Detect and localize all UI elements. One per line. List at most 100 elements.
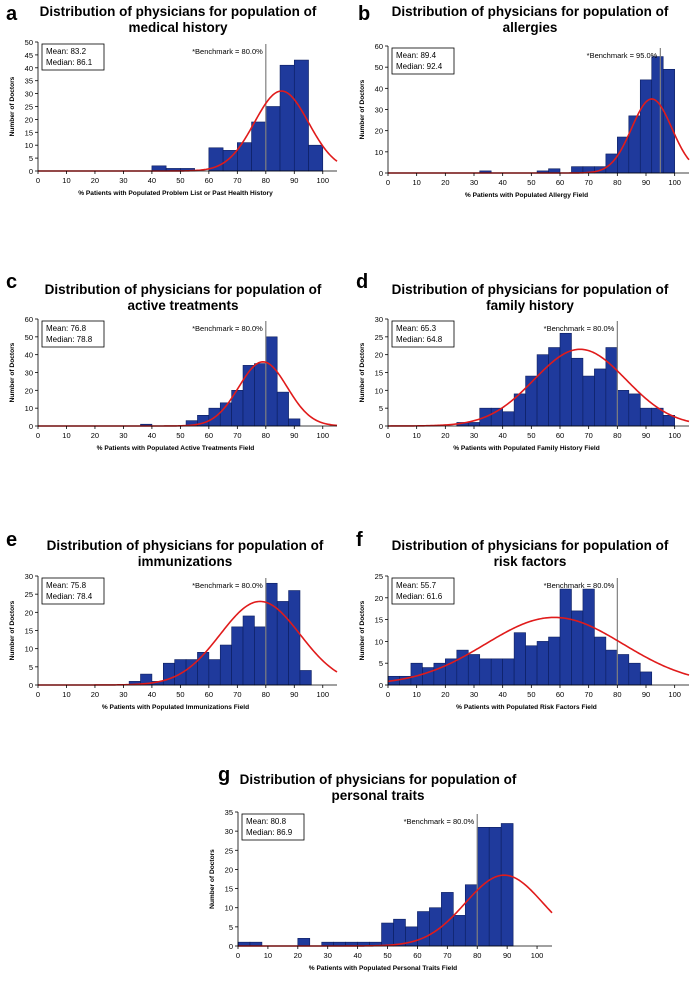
- x-tick-label: 50: [527, 431, 535, 440]
- x-tick-label: 60: [205, 431, 213, 440]
- stat-median: Median: 78.4: [46, 592, 93, 601]
- bar: [265, 582, 278, 686]
- bar: [476, 827, 490, 947]
- bar: [417, 911, 430, 947]
- x-tick-label: 20: [91, 431, 99, 440]
- chart-title-d: Distribution of physicians for populatio…: [360, 282, 697, 314]
- chart-title-line: Distribution of physicians for populatio…: [46, 538, 324, 553]
- bar: [297, 938, 311, 947]
- x-tick-label: 70: [584, 431, 592, 440]
- stat-mean: Mean: 76.8: [46, 324, 87, 333]
- x-tick-label: 100: [317, 176, 330, 185]
- x-tick-label: 20: [441, 690, 449, 699]
- bar: [639, 79, 653, 174]
- y-tick-label: 10: [375, 637, 383, 646]
- x-tick-label: 70: [584, 690, 592, 699]
- x-tick-label: 100: [668, 690, 681, 699]
- benchmark-label: *Benchmark = 80.0%: [544, 324, 615, 333]
- y-tick-label: 5: [379, 659, 383, 668]
- bars: [387, 588, 653, 686]
- x-tick-label: 60: [205, 690, 213, 699]
- chart-title-line: Distribution of physicians for populatio…: [391, 282, 669, 297]
- bar: [467, 654, 481, 686]
- bar: [525, 375, 538, 427]
- panel-letter-b: b: [358, 3, 371, 25]
- benchmark-label: *Benchmark = 80.0%: [544, 581, 615, 590]
- bar: [441, 892, 454, 947]
- y-tick-label: 0: [29, 422, 33, 431]
- y-tick-label: 5: [29, 154, 33, 163]
- chart-title-a: Distribution of physicians for populatio…: [8, 4, 348, 36]
- panel-letter-e: e: [6, 529, 18, 551]
- bar: [265, 336, 278, 427]
- x-axis-label: % Patients with Populated Immunizations …: [102, 704, 249, 711]
- chart-title-line: Distribution of physicians for populatio…: [239, 772, 517, 787]
- y-tick-label: 30: [25, 369, 33, 378]
- x-axis-label: % Patients with Populated Allergy Field: [465, 192, 588, 199]
- chart-title-line: Distribution of physicians for populatio…: [39, 4, 317, 19]
- benchmark-label: *Benchmark = 80.0%: [192, 47, 263, 56]
- panel-letter-g: g: [218, 764, 231, 786]
- stats-box: [41, 320, 105, 348]
- y-axis-label: Number of Doctors: [359, 342, 366, 402]
- y-axis-label: Number of Doctors: [9, 342, 16, 402]
- x-tick-label: 90: [642, 690, 650, 699]
- x-axis-label: % Patients with Populated Family History…: [453, 445, 600, 452]
- bar: [467, 422, 481, 427]
- x-tick-label: 90: [642, 178, 650, 187]
- histogram-f: 0 5 10 15 20 25 0 10 20 30 40 50 60 70 80 90 100 % Patien…: [359, 572, 690, 711]
- y-tick-label: 30: [225, 827, 233, 836]
- bar: [628, 662, 641, 686]
- y-tick-label: 5: [229, 923, 233, 932]
- chart-title-line: Distribution of physicians for populatio…: [391, 538, 669, 553]
- x-tick-label: 10: [62, 431, 70, 440]
- benchmark-label: *Benchmark = 80.0%: [192, 324, 263, 333]
- y-tick-label: 10: [25, 645, 33, 654]
- x-tick-label: 40: [498, 178, 506, 187]
- x-tick-label: 50: [383, 951, 391, 960]
- normal-curve: [38, 360, 338, 427]
- bars: [151, 59, 324, 172]
- y-tick-label: 15: [225, 885, 233, 894]
- y-tick-label: 30: [375, 315, 383, 324]
- bar: [536, 641, 549, 686]
- bar: [174, 659, 187, 686]
- bar: [162, 662, 175, 686]
- bar: [381, 922, 394, 947]
- bar: [299, 670, 312, 686]
- bar: [254, 626, 267, 686]
- stats-box: [391, 47, 455, 75]
- bar: [559, 332, 572, 427]
- normal-curve: [387, 616, 690, 683]
- chart-title-f: Distribution of physicians for populatio…: [360, 538, 697, 570]
- bar: [605, 347, 618, 427]
- stat-median: Median: 78.8: [46, 335, 93, 344]
- bar: [639, 671, 653, 686]
- normal-curve: [388, 348, 690, 427]
- x-tick-label: 100: [531, 951, 544, 960]
- bar: [605, 649, 618, 686]
- stat-mean: Mean: 75.8: [46, 581, 87, 590]
- x-axis-label: % Patients with Populated Risk Factors F…: [456, 704, 597, 711]
- chart-title-line: Distribution of physicians for populatio…: [391, 4, 669, 19]
- y-tick-label: 40: [375, 84, 383, 93]
- x-tick-label: 20: [441, 431, 449, 440]
- y-axis-label: Number of Doctors: [359, 79, 366, 139]
- bar: [617, 390, 630, 427]
- y-tick-label: 10: [25, 404, 33, 413]
- bar: [628, 393, 641, 427]
- benchmark-label: *Benchmark = 80.0%: [192, 581, 263, 590]
- bar: [582, 588, 595, 686]
- x-tick-label: 30: [119, 431, 127, 440]
- histogram-d: 0 5 10 15 20 25 30 0 10 20 30 40 50 60 70 80 90 100 % Pati…: [359, 315, 690, 452]
- stats-box: [391, 320, 455, 348]
- x-tick-label: 60: [556, 178, 564, 187]
- bar: [197, 652, 210, 686]
- chart-title-line: medical history: [128, 20, 228, 35]
- chart-title-g: Distribution of physicians for populatio…: [208, 772, 548, 804]
- x-axis-label: % Patients with Populated Problem List o…: [78, 190, 273, 197]
- bar: [651, 56, 664, 174]
- y-tick-label: 20: [375, 594, 383, 603]
- x-tick-label: 90: [503, 951, 511, 960]
- x-tick-label: 10: [264, 951, 272, 960]
